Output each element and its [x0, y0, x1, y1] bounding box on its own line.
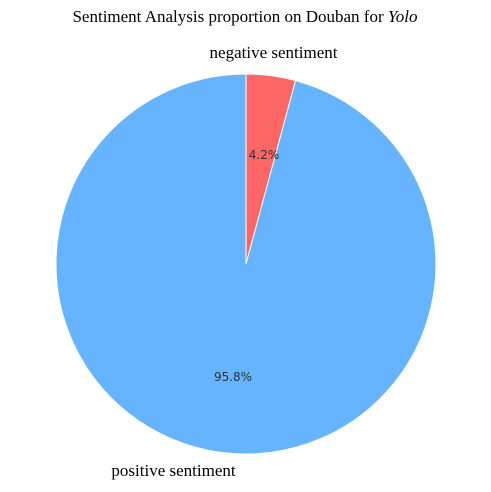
pie-slices [55, 73, 437, 455]
slice-label-positive-sentiment: positive sentiment [111, 461, 235, 480]
chart-title-italic: Yolo [388, 7, 418, 26]
chart-title: Sentiment Analysis proportion on Douban … [72, 7, 417, 26]
pct-label-negative-sentiment: 4.2% [249, 148, 280, 162]
chart-title-main: Sentiment Analysis proportion on Douban … [72, 7, 387, 26]
slice-label-negative-sentiment: negative sentiment [210, 43, 338, 62]
pie-labels: 4.2% negative sentiment 95.8% positive sent… [111, 43, 337, 480]
pct-label-positive-sentiment: 95.8% [214, 370, 252, 384]
pie-slice-positive-sentiment [55, 73, 437, 455]
